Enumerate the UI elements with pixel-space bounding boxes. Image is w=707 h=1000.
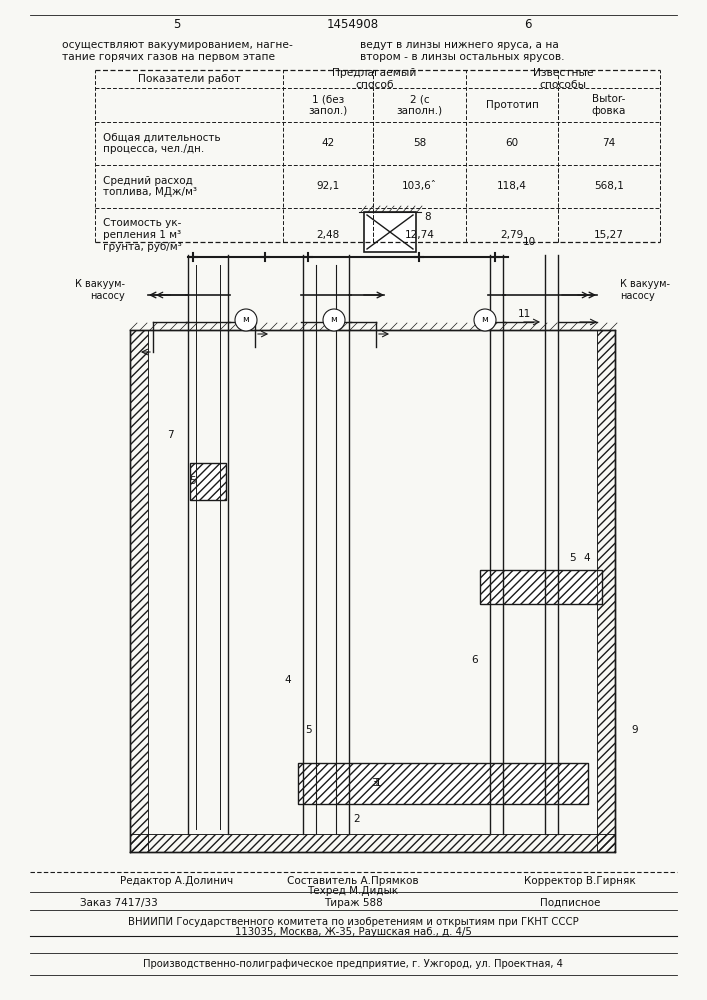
Text: 6: 6 [472, 655, 479, 665]
Text: 1454908: 1454908 [327, 18, 379, 31]
Text: Стоимость ук-
репления 1 м³
грунта, руб/м³: Стоимость ук- репления 1 м³ грунта, руб/… [103, 218, 182, 252]
Text: 113035, Москва, Ж-35, Раушская наб., д. 4/5: 113035, Москва, Ж-35, Раушская наб., д. … [235, 927, 472, 937]
Bar [190, 463, 226, 500]
Text: 4: 4 [584, 553, 590, 563]
Text: Корректор В.Гирняк: Корректор В.Гирняк [524, 876, 636, 886]
Text: 5: 5 [173, 18, 181, 31]
Text: К вакуум-
насосу: К вакуум- насосу [620, 279, 670, 301]
Text: ВНИИПИ Государственного комитета по изобретениям и открытиям при ГКНТ СССР: ВНИИПИ Государственного комитета по изоб… [128, 917, 578, 927]
Text: осуществляют вакуумированием, нагне-
тание горячих газов на первом этапе: осуществляют вакуумированием, нагне- тан… [62, 40, 293, 62]
Text: Тираж 588: Тираж 588 [324, 898, 382, 908]
Text: Прототип: Прототип [486, 100, 539, 110]
Bar [190, 463, 226, 500]
Text: Подписное: Подписное [540, 898, 600, 908]
Bar [480, 570, 602, 604]
Text: 2,79: 2,79 [501, 230, 524, 240]
Text: Производственно-полиграфическое предприятие, г. Ужгород, ул. Проектная, 4: Производственно-полиграфическое предприя… [143, 959, 563, 969]
Bar [130, 330, 148, 852]
Text: м: м [331, 316, 337, 324]
Text: Выtor-
фовка: Выtor- фовка [592, 94, 626, 116]
Text: 1: 1 [375, 778, 381, 788]
Text: Редактор А.Долинич: Редактор А.Долинич [120, 876, 233, 886]
Text: 5: 5 [305, 725, 311, 735]
Circle shape [235, 309, 257, 331]
Text: 11: 11 [518, 309, 531, 319]
Text: 58: 58 [413, 138, 426, 148]
Text: 5: 5 [189, 477, 197, 487]
Text: Общая длительность
процесса, чел./дн.: Общая длительность процесса, чел./дн. [103, 133, 221, 154]
Circle shape [474, 309, 496, 331]
Text: 118,4: 118,4 [497, 182, 527, 192]
Text: Предлагаемый
способ: Предлагаемый способ [332, 68, 416, 90]
Text: 60: 60 [506, 138, 518, 148]
Text: 4: 4 [285, 675, 291, 685]
Text: 103,6ˆ: 103,6ˆ [402, 182, 437, 192]
Text: 7: 7 [167, 430, 173, 440]
Text: Техред М.Дидык: Техред М.Дидык [308, 886, 399, 896]
Text: 92,1: 92,1 [316, 182, 339, 192]
Text: К вакуум-
насосу: К вакуум- насосу [75, 279, 125, 301]
Text: 2,48: 2,48 [316, 230, 339, 240]
Text: м: м [481, 316, 489, 324]
Text: Заказ 7417/33: Заказ 7417/33 [80, 898, 158, 908]
Text: 2: 2 [354, 814, 361, 824]
Text: 42: 42 [322, 138, 334, 148]
Text: Известные
способы: Известные способы [532, 68, 593, 90]
Bar [364, 212, 416, 252]
Bar [130, 834, 615, 852]
Bar [597, 330, 615, 852]
Text: 3: 3 [370, 778, 378, 788]
Bar [298, 763, 588, 804]
Text: 10: 10 [523, 237, 536, 247]
Text: 9: 9 [631, 725, 638, 735]
Bar [298, 763, 588, 804]
Text: Показатели работ: Показатели работ [138, 74, 240, 84]
Text: 6: 6 [525, 18, 532, 31]
Text: 1 (без
запол.): 1 (без запол.) [308, 94, 348, 116]
Text: 8: 8 [425, 212, 431, 222]
Circle shape [323, 309, 345, 331]
Text: 74: 74 [602, 138, 616, 148]
Text: Средний расход
топлива, МДж/м³: Средний расход топлива, МДж/м³ [103, 176, 197, 197]
Text: 12,74: 12,74 [404, 230, 434, 240]
Text: ведут в линзы нижнего яруса, а на
втором - в линзы остальных ярусов.: ведут в линзы нижнего яруса, а на втором… [360, 40, 564, 62]
Text: 5: 5 [568, 553, 575, 563]
Text: м: м [243, 316, 250, 324]
Text: 568,1: 568,1 [594, 182, 624, 192]
Text: Составитель А.Прямков: Составитель А.Прямков [287, 876, 419, 886]
Text: 15,27: 15,27 [594, 230, 624, 240]
Text: 2 (с
заполн.): 2 (с заполн.) [397, 94, 443, 116]
Bar [480, 570, 602, 604]
